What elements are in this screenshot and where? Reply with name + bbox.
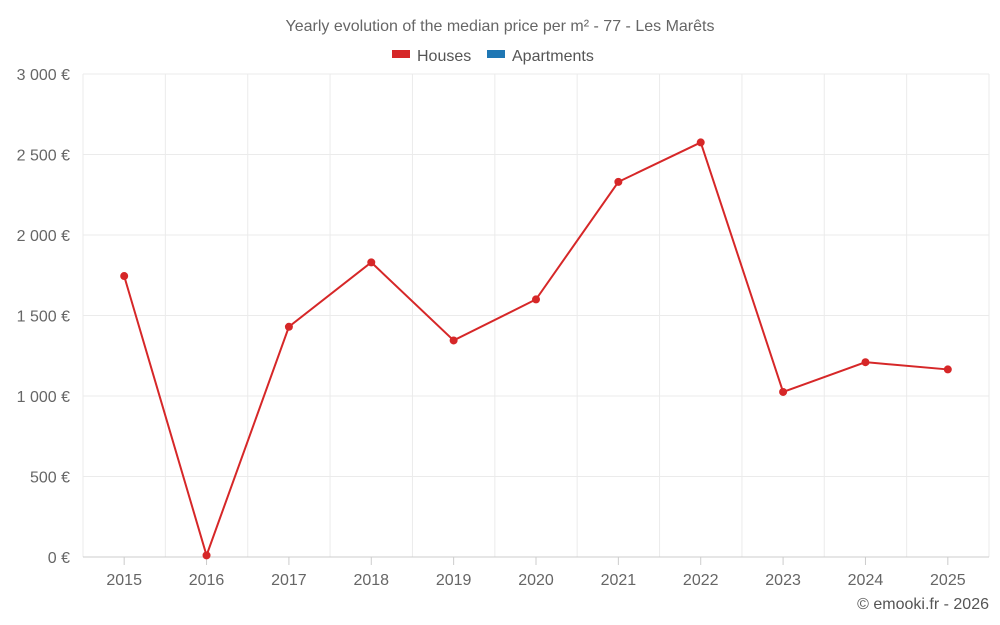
y-tick-label: 500 € — [30, 470, 70, 487]
x-tick-label: 2020 — [518, 572, 554, 589]
chart-title: Yearly evolution of the median price per… — [286, 18, 715, 35]
y-tick-label: 2 500 € — [17, 148, 70, 165]
y-tick-label: 2 000 € — [17, 228, 70, 245]
grid — [82, 73, 990, 557]
data-point-houses-2020[interactable] — [532, 295, 540, 304]
legend: Houses Apartments — [392, 48, 594, 65]
credit-text: © emooki.fr - 2026 — [857, 596, 989, 613]
legend-item-apartments[interactable]: Apartments — [487, 48, 594, 65]
x-tick-label: 2024 — [848, 572, 884, 589]
data-point-houses-2018[interactable] — [367, 258, 376, 267]
y-tick-label: 1 500 € — [17, 309, 70, 326]
x-tick-label: 2019 — [436, 572, 472, 589]
data-point-houses-2024[interactable] — [861, 358, 870, 367]
data-point-houses-2023[interactable] — [779, 387, 788, 396]
x-tick-label: 2015 — [106, 572, 142, 589]
legend-item-houses[interactable]: Houses — [392, 48, 471, 65]
legend-label-apartments: Apartments — [512, 48, 594, 65]
data-point-houses-2016[interactable] — [202, 551, 211, 560]
data-point-houses-2017[interactable] — [284, 322, 293, 331]
data-point-houses-2019[interactable] — [449, 336, 458, 345]
x-tick-label: 2016 — [189, 572, 225, 589]
axes: 0 € 500 € 1 000 € 1 500 € 2 000 € 2 500 € 3 00… — [17, 67, 989, 589]
legend-swatch-houses — [392, 50, 410, 58]
x-tick-label: 2023 — [765, 572, 801, 589]
legend-label-houses: Houses — [417, 48, 471, 65]
data-point-houses-2021[interactable] — [614, 177, 623, 186]
x-tick-label: 2022 — [683, 572, 719, 589]
data-point-houses-2025[interactable] — [943, 365, 952, 374]
legend-swatch-apartments — [487, 50, 505, 58]
x-tick-label: 2018 — [353, 572, 389, 589]
data-point-houses-2015[interactable] — [120, 272, 129, 281]
y-tick-label: 0 € — [48, 550, 70, 567]
x-tick-label: 2025 — [930, 572, 966, 589]
data-point-houses-2022[interactable] — [696, 138, 705, 147]
y-tick-label: 3 000 € — [17, 67, 70, 84]
series — [120, 138, 952, 560]
x-tick-label: 2021 — [601, 572, 637, 589]
y-tick-label: 1 000 € — [17, 389, 70, 406]
x-tick-label: 2017 — [271, 572, 307, 589]
